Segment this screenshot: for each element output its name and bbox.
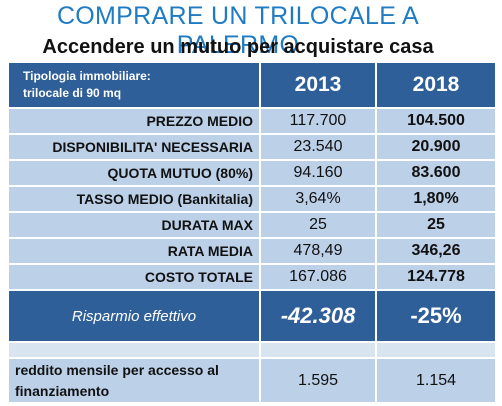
year: 2013 [261,63,375,107]
comparison-table: Tipologia immobiliare: trilocale di 90 mq… [7,61,497,404]
value-2018: 20.900 [377,135,495,159]
row-label: TASSO MEDIO (Bankitalia) [9,187,259,211]
data-row: PREZZO MEDIO 117.700 104.500 [9,109,495,133]
value-2013: 478,49 [261,239,375,263]
value-2013: 25 [261,213,375,237]
value-2018: 83.600 [377,161,495,185]
summary-label: Risparmio effettivo [9,291,259,341]
value-2013: 3,64% [261,187,375,211]
header-line: trilocale di 90 mq [23,86,122,100]
value-2013: 94.160 [261,161,375,185]
footer-2013: 1.595 [261,359,375,402]
savings-percent: -25% [377,291,495,341]
header-row: Tipologia immobiliare: trilocale di 90 mq… [9,63,495,107]
footer-2018: 1.154 [377,359,495,402]
value-2018: 25 [377,213,495,237]
data-row: DISPONIBILITA' NECESSARIA 23.540 20.900 [9,135,495,159]
footer-row: reddito mensile per accesso al finanziam… [9,359,495,402]
row-label: DISPONIBILITA' NECESSARIA [9,135,259,159]
spacer-cell [377,343,495,357]
savings-amount: -42.308 [261,291,375,341]
title: COMPRARE UN TRILOCALE A PALERMO [56,2,420,59]
row-label: DURATA MAX [9,213,259,237]
row-label: RATA MEDIA [9,239,259,263]
data-row: DURATA MAX 25 25 [9,213,495,237]
data-row: COSTO TOTALE 167.086 124.778 [9,265,495,289]
spacer-cell [261,343,375,357]
subtitle: Accendere un mutuo per acquistare casa [42,36,434,58]
summary-row: Risparmio effettivo -42.308 -25% [9,291,495,341]
row-label: PREZZO MEDIO [9,109,259,133]
data-row: RATA MEDIA 478,49 346,26 [9,239,495,263]
row-label: QUOTA MUTUO (80%) [9,161,259,185]
value-2013: 23.540 [261,135,375,159]
value-2018: 1,80% [377,187,495,211]
value-2013: 117.700 [261,109,375,133]
year: 2018 [377,63,495,107]
value-2018: 104.500 [377,109,495,133]
spacer-cell [9,343,259,357]
header-label: Tipologia immobiliare: trilocale di 90 mq [9,63,259,107]
footer-label: reddito mensile per accesso al finanziam… [9,359,259,402]
spacer-row [9,343,495,357]
data-row: QUOTA MUTUO (80%) 94.160 83.600 [9,161,495,185]
header-line: Tipologia immobiliare: [23,69,151,83]
value-2018: 124.778 [377,265,495,289]
value-2013: 167.086 [261,265,375,289]
data-row: TASSO MEDIO (Bankitalia) 3,64% 1,80% [9,187,495,211]
row-label: COSTO TOTALE [9,265,259,289]
value-2018: 346,26 [377,239,495,263]
